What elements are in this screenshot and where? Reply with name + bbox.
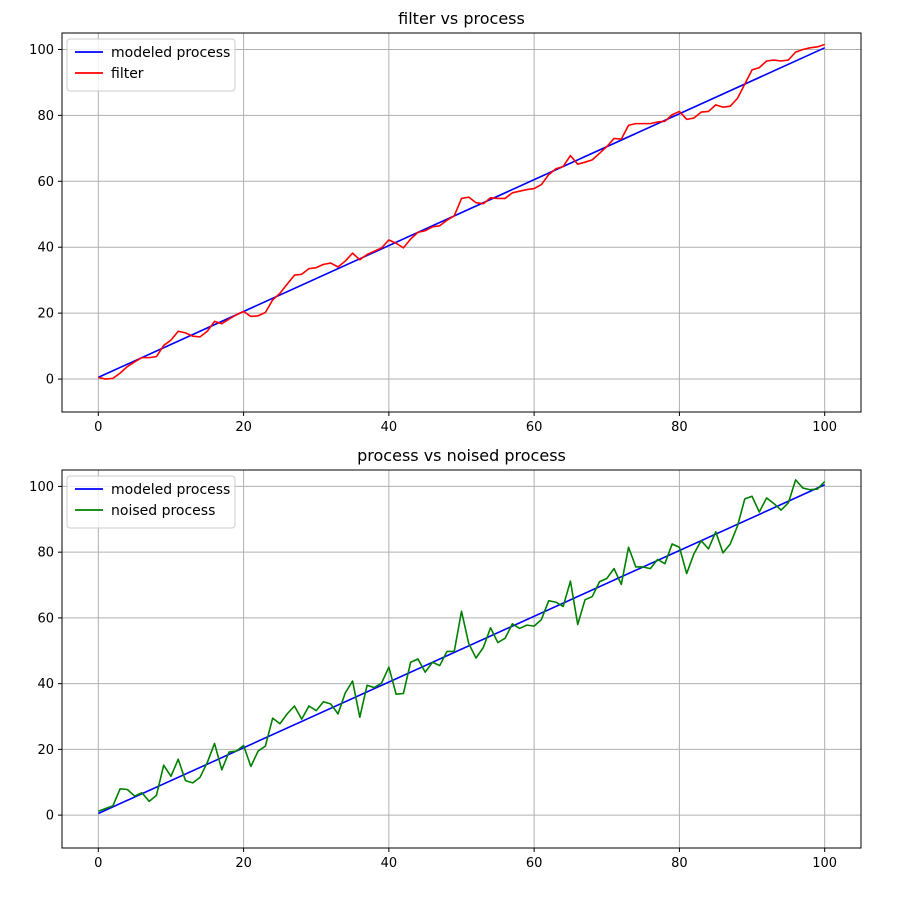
legend-box xyxy=(66,475,236,529)
legend: modeled process noised process xyxy=(66,475,236,529)
x-tick-label: 60 xyxy=(526,856,543,871)
y-tick-label: 60 xyxy=(37,175,54,190)
x-tick-label: 100 xyxy=(812,856,837,871)
series-line-noised-process xyxy=(98,479,826,812)
x-tick-label: 0 xyxy=(94,856,102,871)
x-tick-label: 100 xyxy=(812,420,837,435)
series-line-filter xyxy=(98,43,825,380)
x-tick-label: 40 xyxy=(381,856,398,871)
y-tick-label: 40 xyxy=(37,241,54,256)
chart-title: process vs noised process xyxy=(357,446,566,465)
x-tick-label: 60 xyxy=(526,420,543,435)
x-tick-label: 80 xyxy=(671,856,688,871)
legend-label: noised process xyxy=(111,503,215,519)
chart-panel-filter: filter vs process 0 20 40 60 80 100 0 20 40 60 80 1… xyxy=(29,9,862,435)
legend-label: modeled process xyxy=(111,482,230,498)
y-tick-label: 80 xyxy=(37,546,54,561)
plot-area xyxy=(62,470,861,848)
y-tick-label: 0 xyxy=(46,373,54,388)
axes-frame xyxy=(61,469,862,849)
chart-panel-noised: process vs noised process 0 20 40 60 80 100 0 2… xyxy=(29,446,862,871)
legend-box xyxy=(66,38,236,92)
x-tick-label: 20 xyxy=(235,420,252,435)
x-tick-label: 80 xyxy=(671,420,688,435)
legend-label: modeled process xyxy=(111,45,230,61)
series-line-modeled-process xyxy=(97,47,826,379)
x-tick-label: 20 xyxy=(235,856,252,871)
y-tick-label: 0 xyxy=(46,809,54,824)
y-tick-label: 40 xyxy=(37,677,54,692)
x-tick-label: 0 xyxy=(94,420,102,435)
axes-frame xyxy=(61,32,862,413)
y-tick-label: 100 xyxy=(29,480,54,495)
y-tick-label: 20 xyxy=(37,743,54,758)
x-tick-label: 40 xyxy=(381,420,398,435)
y-tick-label: 20 xyxy=(37,307,54,322)
y-tick-label: 60 xyxy=(37,611,54,626)
legend: modeled process filter xyxy=(66,38,236,92)
y-tick-label: 80 xyxy=(37,109,54,124)
chart-title: filter vs process xyxy=(398,9,525,28)
y-tick-label: 100 xyxy=(29,43,54,58)
legend-label: filter xyxy=(111,66,144,82)
